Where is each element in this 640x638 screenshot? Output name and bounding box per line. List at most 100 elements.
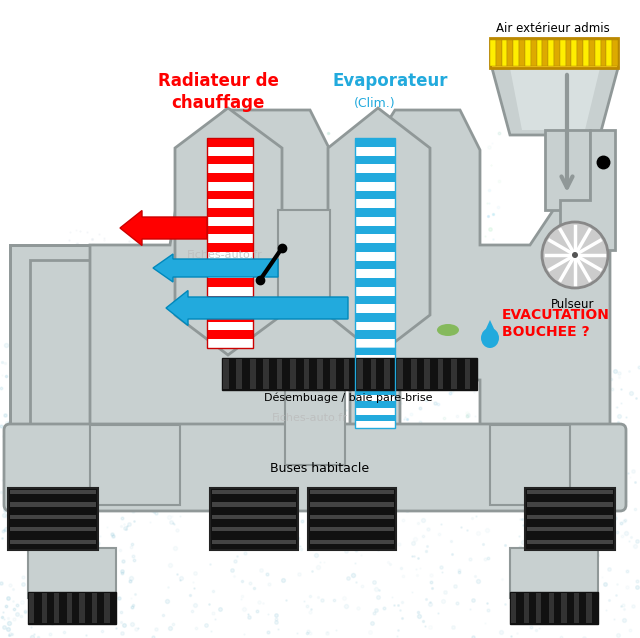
- Ellipse shape: [481, 328, 499, 348]
- Bar: [355, 388, 395, 395]
- Bar: [548, 40, 554, 66]
- Bar: [263, 359, 269, 389]
- Bar: [355, 382, 395, 388]
- Bar: [355, 243, 395, 252]
- Text: EVACUTATION
BOUCHEE ?: EVACUTATION BOUCHEE ?: [502, 308, 610, 339]
- Bar: [355, 156, 395, 164]
- Bar: [490, 425, 570, 505]
- Bar: [357, 359, 363, 389]
- Bar: [502, 40, 508, 66]
- Bar: [10, 540, 96, 544]
- Bar: [355, 286, 395, 295]
- Bar: [210, 488, 298, 550]
- Bar: [355, 295, 395, 304]
- Bar: [527, 490, 613, 494]
- Text: Evaporateur: Evaporateur: [332, 72, 448, 90]
- Bar: [355, 330, 395, 339]
- Polygon shape: [175, 108, 282, 355]
- Bar: [207, 208, 253, 217]
- Bar: [548, 593, 554, 623]
- Bar: [212, 527, 296, 531]
- Bar: [355, 182, 395, 191]
- Bar: [595, 40, 600, 66]
- Bar: [207, 138, 253, 147]
- Bar: [355, 304, 395, 313]
- Bar: [207, 304, 253, 313]
- Bar: [212, 515, 296, 519]
- Bar: [527, 540, 613, 544]
- Bar: [560, 40, 566, 66]
- Bar: [308, 488, 396, 550]
- Bar: [542, 40, 548, 66]
- Polygon shape: [510, 68, 600, 130]
- Text: Buses habitacle: Buses habitacle: [271, 462, 369, 475]
- Bar: [10, 515, 96, 519]
- Text: Air extérieur admis: Air extérieur admis: [496, 22, 610, 35]
- Bar: [207, 173, 253, 182]
- Bar: [519, 40, 525, 66]
- Text: Fiches-auto.fr: Fiches-auto.fr: [187, 250, 263, 260]
- Bar: [355, 269, 395, 278]
- Bar: [236, 359, 242, 389]
- Bar: [8, 488, 98, 550]
- Bar: [525, 488, 615, 550]
- Bar: [207, 260, 253, 269]
- Circle shape: [572, 252, 578, 258]
- Bar: [222, 358, 477, 390]
- Bar: [207, 313, 253, 322]
- Bar: [612, 40, 618, 66]
- Bar: [510, 592, 598, 624]
- Bar: [397, 359, 403, 389]
- Bar: [524, 593, 529, 623]
- Bar: [355, 225, 395, 234]
- Bar: [355, 355, 395, 361]
- Bar: [536, 40, 542, 66]
- Bar: [207, 322, 253, 330]
- Bar: [344, 359, 349, 389]
- Bar: [355, 415, 395, 421]
- Bar: [572, 40, 577, 66]
- FancyArrow shape: [166, 290, 348, 325]
- Bar: [525, 40, 531, 66]
- Bar: [574, 593, 579, 623]
- Bar: [536, 593, 541, 623]
- Bar: [79, 593, 84, 623]
- Bar: [438, 359, 444, 389]
- Text: Radiateur de
chauffage: Radiateur de chauffage: [157, 72, 278, 112]
- Bar: [355, 368, 395, 375]
- Bar: [207, 278, 253, 286]
- Polygon shape: [484, 320, 496, 333]
- Bar: [355, 421, 395, 428]
- Bar: [207, 191, 253, 199]
- Bar: [511, 593, 516, 623]
- Bar: [566, 40, 572, 66]
- Bar: [28, 592, 116, 624]
- FancyBboxPatch shape: [4, 424, 626, 511]
- Polygon shape: [492, 68, 618, 200]
- Bar: [207, 199, 253, 208]
- Bar: [355, 260, 395, 269]
- Bar: [554, 40, 560, 66]
- Text: Fiches-auto.fr: Fiches-auto.fr: [272, 413, 348, 423]
- Bar: [371, 359, 376, 389]
- Circle shape: [542, 222, 608, 288]
- Bar: [92, 593, 97, 623]
- Bar: [424, 359, 430, 389]
- Bar: [207, 286, 253, 295]
- Bar: [10, 490, 96, 494]
- Bar: [355, 208, 395, 217]
- Bar: [561, 593, 566, 623]
- Bar: [465, 359, 470, 389]
- Text: Pulseur: Pulseur: [551, 298, 595, 311]
- Bar: [317, 359, 323, 389]
- Bar: [310, 490, 394, 494]
- Bar: [545, 130, 590, 210]
- Bar: [355, 361, 395, 368]
- Bar: [355, 252, 395, 260]
- Bar: [583, 40, 589, 66]
- Bar: [212, 502, 296, 507]
- Bar: [355, 401, 395, 408]
- Bar: [355, 199, 395, 208]
- Bar: [310, 502, 394, 507]
- Bar: [355, 395, 395, 401]
